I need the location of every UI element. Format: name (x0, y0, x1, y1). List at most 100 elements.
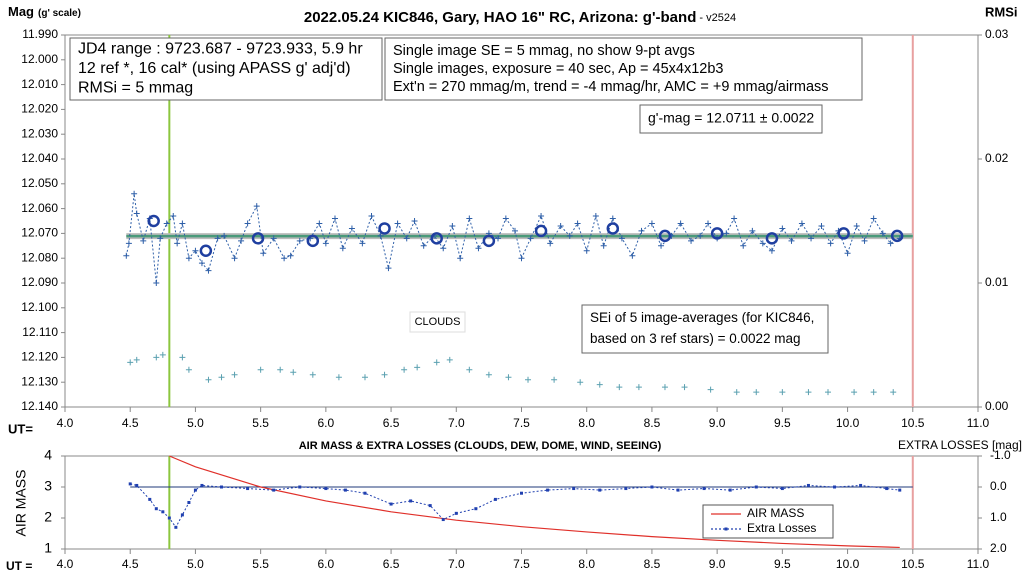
x-tick-label: 11.0 (967, 557, 990, 571)
point-marker (270, 235, 277, 242)
point-marker (887, 240, 894, 247)
y2-axis-label: EXTRA LOSSES [mag] (898, 438, 1022, 452)
point-marker (658, 242, 665, 249)
legend-label: Extra Losses (747, 521, 816, 535)
point-marker (198, 260, 205, 267)
point-marker (753, 389, 760, 396)
annotation-text: SEi of 5 image-averages (for KIC846, (590, 310, 814, 325)
y-tick-label: 12.140 (21, 399, 58, 413)
point-marker (583, 247, 590, 254)
point-marker (154, 507, 158, 511)
point-marker (192, 247, 199, 254)
point-marker (324, 487, 328, 491)
point-marker (885, 487, 889, 491)
x-tick-label: 7.0 (448, 557, 465, 571)
point-marker (818, 222, 825, 229)
y2-tick-label: 0.0 (990, 479, 1007, 493)
point-marker (527, 235, 534, 242)
x-tick-label: 6.0 (318, 416, 335, 430)
point-marker (187, 501, 191, 504)
x-tick-label: 5.0 (187, 416, 204, 430)
point-marker (260, 250, 267, 257)
point-marker (185, 255, 192, 262)
point-marker (733, 389, 740, 396)
point-marker (629, 252, 636, 259)
point-marker (740, 242, 747, 249)
point-marker (221, 232, 228, 239)
point-marker (449, 222, 456, 229)
annotation-text: based on 3 ref stars) = 0.0022 mag (590, 331, 801, 346)
x-tick-label: 6.5 (383, 557, 400, 571)
chart-title: 2022.05.24 KIC846, Gary, HAO 16" RC, Ari… (304, 9, 736, 26)
point-marker (441, 518, 445, 522)
point-marker (779, 389, 786, 396)
x-tick-label: 6.0 (318, 557, 335, 571)
y-tick-label: 12.040 (21, 151, 58, 165)
series-line (125, 193, 900, 284)
average-marker (199, 244, 213, 258)
x-tick-label: 5.5 (252, 416, 269, 430)
point-marker (253, 203, 260, 210)
x-axis-label: UT= (8, 421, 33, 436)
average-marker (710, 227, 724, 240)
point-marker (520, 491, 523, 495)
annotation-text: 12 ref *, 16 cal* (using APASS g' adj'd) (78, 60, 351, 77)
annotation-box (409, 311, 466, 333)
point-marker (879, 230, 886, 237)
point-marker (135, 483, 139, 487)
point-marker (505, 374, 512, 381)
x-tick-label: 5.5 (252, 557, 269, 571)
y-tick-label: 12.010 (21, 77, 58, 91)
y-tick-label: 12.100 (21, 300, 58, 314)
annotation-text: g'-mag = 12.0711 ± 0.0022 (648, 110, 814, 126)
point-marker (409, 499, 413, 503)
average-marker (251, 232, 265, 245)
point-marker (635, 384, 642, 391)
point-marker (363, 491, 367, 495)
annotation-box (69, 37, 383, 101)
y-tick-label: 1 (44, 540, 52, 556)
point-marker (377, 232, 384, 239)
point-marker (495, 235, 502, 242)
point-marker (574, 220, 581, 227)
point-marker (538, 213, 545, 220)
point-marker (502, 215, 509, 222)
point-marker (403, 235, 410, 242)
point-marker (296, 237, 303, 244)
point-marker (331, 215, 338, 222)
point-marker (316, 220, 323, 227)
point-marker (731, 215, 738, 222)
x-tick-label: 4.0 (57, 416, 74, 430)
average-marker (765, 232, 779, 245)
point-marker (153, 354, 160, 361)
point-marker (148, 497, 152, 501)
y-axis-label: AIR MASS (13, 470, 29, 537)
point-marker (401, 366, 408, 373)
point-marker (161, 510, 165, 514)
point-marker (466, 215, 473, 222)
x-tick-label: 5.0 (187, 557, 204, 571)
point-marker (348, 225, 355, 232)
point-marker (246, 487, 250, 491)
point-marker (428, 504, 432, 508)
y-tick-label: 12.000 (21, 52, 58, 66)
point-marker (511, 227, 518, 234)
point-marker (697, 232, 704, 239)
point-marker (754, 485, 758, 489)
y-tick-label: 12.120 (21, 350, 58, 364)
point-marker (153, 280, 160, 286)
point-marker (394, 220, 401, 227)
y2-tick-label: 0.03 (985, 27, 1009, 41)
legend-label: AIR MASS (747, 506, 804, 520)
point-marker (566, 232, 573, 239)
x-tick-label: 11.0 (967, 416, 990, 430)
point-marker (389, 502, 393, 506)
point-marker (174, 240, 181, 247)
annotation-text: JD4 range : 9723.687 - 9723.933, 5.9 hr (78, 41, 363, 58)
ylabel: Mag (8, 4, 34, 19)
point-marker (125, 240, 132, 247)
point-marker (290, 369, 297, 376)
y-tick-label: 12.130 (21, 374, 58, 388)
average-marker (534, 224, 548, 238)
